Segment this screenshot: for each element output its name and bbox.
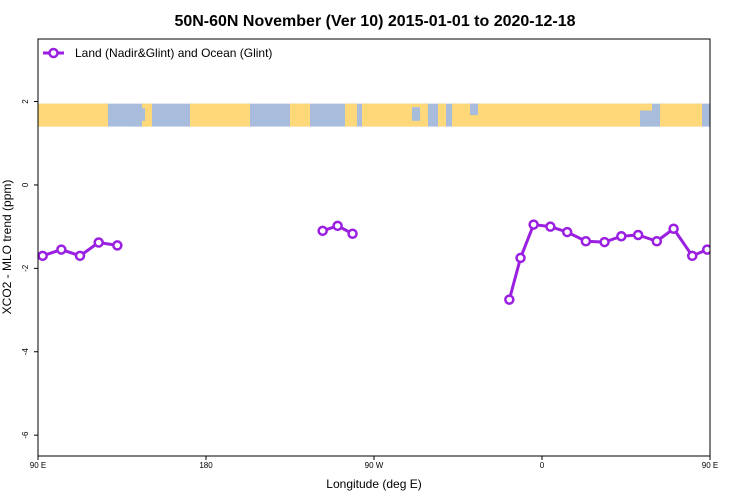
data-point [720,252,728,260]
y-tick-label: 2 [21,99,30,104]
land-region [142,103,152,127]
x-axis-ticks: 90 E 180 90 W 0 90 E [30,456,718,470]
data-point [317,225,328,237]
data-point [332,220,343,232]
land-region [345,103,357,127]
land-region [438,103,446,127]
land-region [362,103,428,127]
data-point [112,240,123,251]
legend-label: Land (Nadir&Glint) and Ocean (Glint) [75,46,272,60]
data-point [687,250,698,262]
y-tick-label: 0 [21,182,30,187]
ocean-region [412,107,420,121]
y-tick-label: -6 [21,431,30,439]
land-region [38,103,108,127]
x-tick-label: 0 [540,461,545,470]
data-point [504,294,515,305]
plot-frame [37,38,711,457]
data-point [701,244,710,255]
legend-marker [48,47,59,59]
data-point [580,235,592,247]
data-point [561,226,573,238]
map-band-land [38,103,702,127]
data-point [651,235,663,247]
data-point [347,228,358,239]
data-point [616,230,627,242]
data-point [545,221,556,232]
land-region [190,103,250,127]
data-point [74,250,86,262]
data-point [632,229,644,241]
data-point [38,250,48,262]
chart-title: 50N-60N November (Ver 10) 2015-01-01 to … [174,13,575,30]
data-point [528,219,539,230]
x-tick-label: 90 W [365,461,384,470]
y-tick-label: -4 [21,348,30,356]
x-tick-label: 90 E [702,461,718,470]
series-line [507,223,710,301]
x-tick-label: 90 E [30,461,46,470]
map-band [38,103,710,127]
land-region [660,103,702,127]
data-point [668,223,679,234]
legend: Land (Nadir&Glint) and Ocean (Glint) [43,46,272,60]
land-region [452,103,652,127]
data-point [93,237,104,248]
x-axis-label: Longitude (deg E) [326,477,421,491]
ocean-region [640,110,660,127]
ocean-region [132,113,142,127]
ocean-region [470,103,478,116]
land-region [290,103,310,127]
y-axis-label: XCO2 - MLO trend (ppm) [0,180,14,315]
data-point [515,252,526,264]
y-tick-label: -2 [21,264,30,272]
y-axis-ticks: 2 0 -2 -4 -6 [21,99,38,439]
data-point [737,238,745,246]
data-point [56,244,67,255]
x-tick-label: 180 [199,461,213,470]
series-layer [38,219,745,305]
data-point [599,236,610,248]
